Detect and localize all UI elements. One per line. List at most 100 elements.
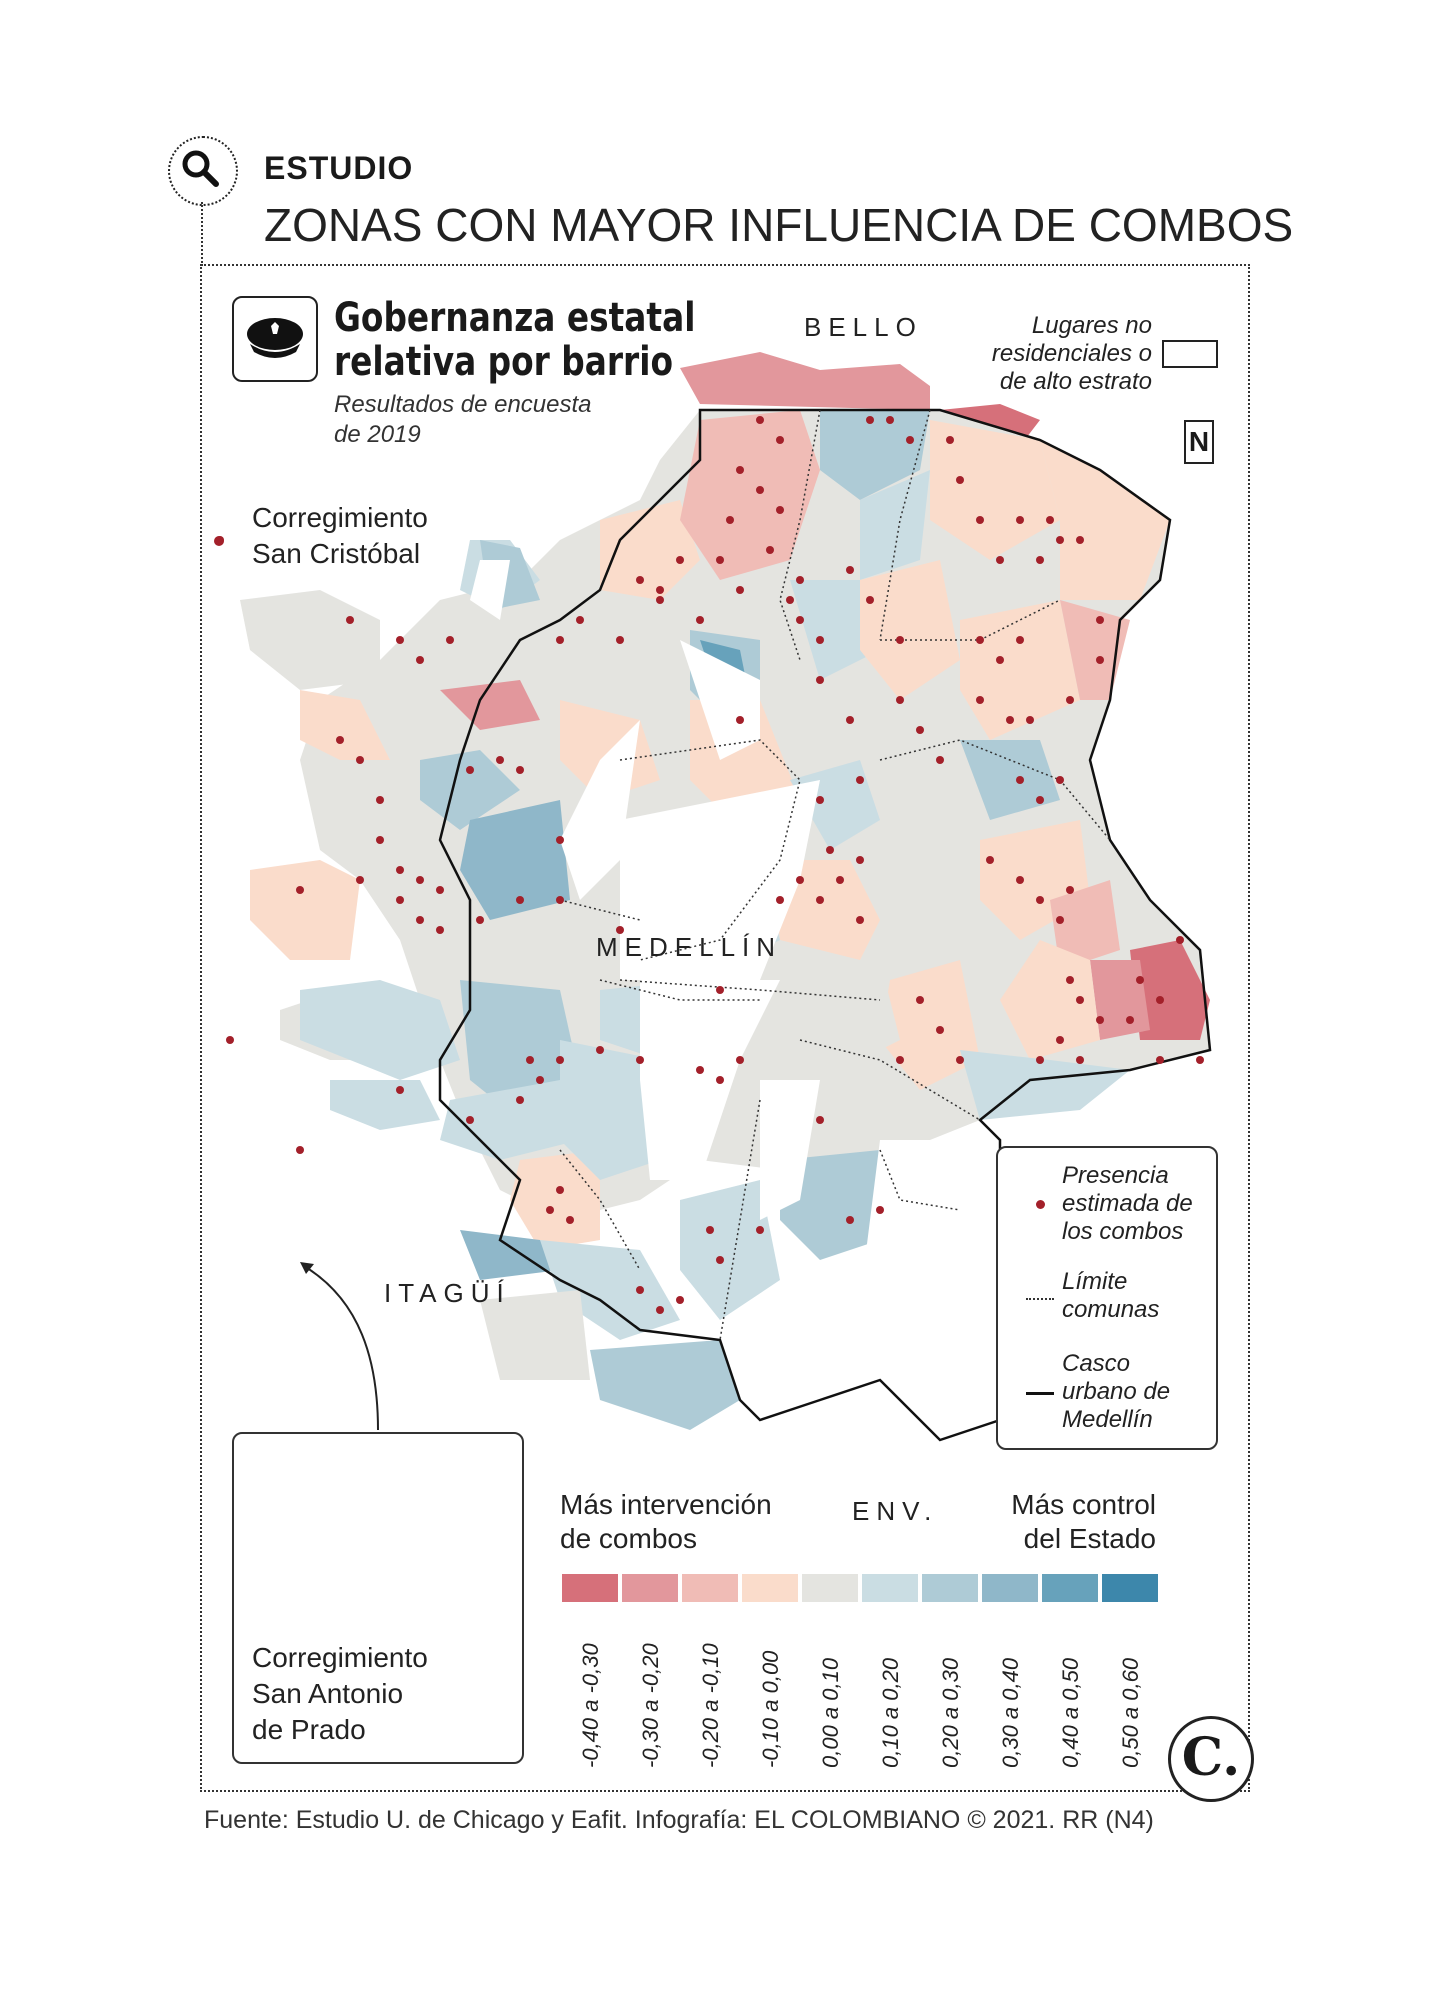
combo-presence-dots <box>216 416 1204 1314</box>
legend-casco-line2: urbano de <box>1062 1378 1171 1405</box>
area-bello-north <box>680 352 930 410</box>
legend-combos-line2: estimada de <box>1062 1190 1193 1217</box>
scale-right-label: Más control del Estado <box>966 1488 1156 1556</box>
legend-comunas-line1: Límite <box>1062 1268 1128 1295</box>
area-sw-blue-4 <box>540 1240 680 1340</box>
neighborhood-areas <box>240 352 1210 1440</box>
map-title: Gobernanza estatal relativa por barrio <box>334 296 695 384</box>
inset-box <box>232 1432 524 1764</box>
san-antonio-line2: San Antonio <box>252 1678 404 1709</box>
label-san-cristobal: Corregimiento San Cristóbal <box>252 500 428 572</box>
scale-tick-label-8: 0,40 a 0,50 <box>1058 1657 1083 1768</box>
area-cw-blue <box>420 750 520 830</box>
scale-tick-label-3: -0,10 a 0,00 <box>758 1650 783 1768</box>
scale-tick-label-7: 0,30 a 0,40 <box>998 1657 1023 1768</box>
legend-combos: Presencia estimada de los combos <box>1062 1162 1193 1246</box>
scale-swatch-5 <box>862 1574 918 1602</box>
area-e-pink-2 <box>1090 960 1150 1040</box>
scale-swatch-6 <box>922 1574 978 1602</box>
legend-combos-line1: Presencia <box>1062 1162 1169 1189</box>
area-west-peach-2 <box>250 860 360 960</box>
san-cristobal-line2: San Cristóbal <box>252 538 421 569</box>
dotted-leader <box>201 202 203 266</box>
el-colombiano-logo: C. <box>1168 1716 1254 1802</box>
scale-tick-label-4: 0,00 a 0,10 <box>818 1657 843 1768</box>
area-white-envigado <box>860 1140 1000 1440</box>
scale-tick-label-5: 0,10 a 0,20 <box>878 1657 903 1768</box>
san-cristobal-dot <box>214 536 224 546</box>
inset-arrow <box>303 1265 379 1431</box>
scale-left-line2: de combos <box>560 1523 697 1554</box>
scale-right-line2: del Estado <box>1023 1523 1156 1554</box>
area-n-blue <box>820 410 930 500</box>
area-ne-peach-1 <box>930 420 1060 560</box>
area-e-pink <box>1050 880 1120 970</box>
legend-combos-line3: los combos <box>1062 1218 1184 1245</box>
scale-swatch-3 <box>742 1574 798 1602</box>
legend-casco: Casco urbano de Medellín <box>1062 1350 1170 1434</box>
scale-left-line1: Más intervención <box>560 1489 772 1520</box>
area-white-3 <box>640 980 780 1180</box>
scale-tick-label-9: 0,50 a 0,60 <box>1118 1657 1143 1768</box>
scale-swatch-1 <box>622 1574 678 1602</box>
casco-urbano-outline <box>438 408 1212 1442</box>
scale-tick-label-6: 0,20 a 0,30 <box>938 1657 963 1768</box>
legend-casco-symbol <box>1026 1392 1054 1395</box>
area-west-peach-1 <box>300 690 390 760</box>
area-west-upper <box>240 590 380 690</box>
area-sw-darkblue <box>460 1230 560 1280</box>
scale-tick-label-0: -0,40 a -0,30 <box>578 1643 603 1768</box>
search-icon <box>168 136 238 206</box>
area-se-peach <box>880 960 980 1090</box>
area-cw-darkblue <box>460 800 570 920</box>
scale-swatch-2 <box>682 1574 738 1602</box>
map-title-line2: relativa por barrio <box>334 339 674 385</box>
label-envigado: ENV. <box>852 1496 939 1526</box>
scale-swatch-4 <box>802 1574 858 1602</box>
area-sw-blue-5 <box>590 1340 740 1430</box>
legend-casco-line1: Casco <box>1062 1350 1131 1377</box>
label-bello: BELLO <box>804 312 923 342</box>
area-sw-blue-1 <box>300 980 460 1080</box>
san-cristobal-line1: Corregimiento <box>252 502 428 533</box>
scale-swatch-8 <box>1042 1574 1098 1602</box>
footer-credit: Fuente: Estudio U. de Chicago y Eafit. I… <box>204 1806 1154 1834</box>
area-white-4 <box>760 1080 820 1220</box>
san-antonio-line1: Corregimiento <box>252 1642 428 1673</box>
area-white-5 <box>470 560 510 620</box>
label-itagui: ITAGÜÍ <box>384 1278 511 1308</box>
legend-non-residential-swatch <box>1162 340 1218 368</box>
legend-nr-line1: Lugares no <box>1031 312 1152 339</box>
area-ne-blue <box>960 740 1060 820</box>
scale-left-label: Más intervención de combos <box>560 1488 772 1556</box>
area-e-peach-2 <box>1000 940 1100 1060</box>
area-sw-blue-3 <box>440 1080 580 1160</box>
scale-tick-label-1: -0,30 a -0,20 <box>638 1643 663 1768</box>
area-s-blue-3 <box>560 1040 660 1180</box>
legend-casco-line3: Medellín <box>1062 1406 1153 1433</box>
scale-right-line1: Más control <box>1011 1489 1156 1520</box>
area-ne-peach-3 <box>860 560 960 700</box>
label-medellin: MEDELLÍN <box>596 932 783 962</box>
area-ne-peach-2 <box>1040 440 1170 600</box>
legend-comunas: Límite comunas <box>1062 1268 1159 1324</box>
police-cap-icon <box>232 296 318 382</box>
legend-nr-line2: residenciales o <box>991 340 1152 367</box>
legend-non-residential: Lugares no residenciales o de alto estra… <box>980 312 1152 396</box>
area-west-lowest <box>330 1080 440 1130</box>
legend-nr-line3: de alto estrato <box>999 368 1152 395</box>
area-c-gray <box>780 960 900 1080</box>
legend-comunas-symbol <box>1026 1298 1054 1300</box>
kicker: ESTUDIO <box>264 150 414 186</box>
area-white-river <box>620 780 820 980</box>
area-n-blue-2 <box>860 470 930 580</box>
area-s-blue <box>680 1180 780 1320</box>
label-san-antonio: Corregimiento San Antonio de Prado <box>252 1640 428 1748</box>
area-white-1 <box>680 640 760 760</box>
area-nw-peach <box>600 500 700 600</box>
area-s-blue-2 <box>780 1150 880 1260</box>
scale-tick-label-2: -0,20 a -0,10 <box>698 1643 723 1768</box>
map-subtitle-line2: de 2019 <box>334 421 421 448</box>
area-sw-peach <box>510 1150 600 1250</box>
